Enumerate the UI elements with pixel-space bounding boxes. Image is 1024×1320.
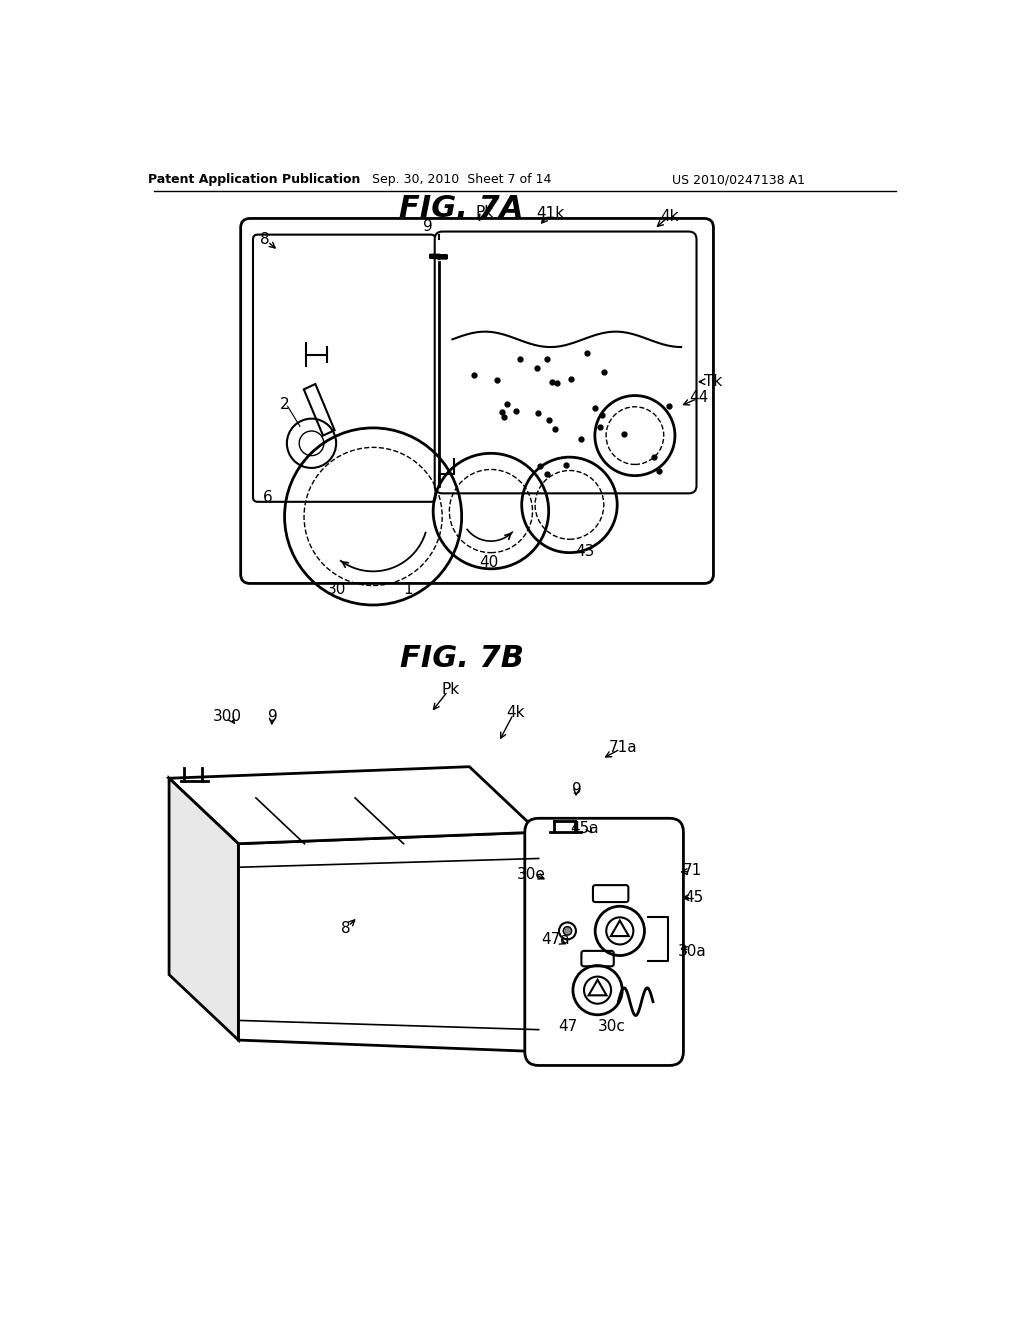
Text: 8: 8 bbox=[341, 921, 351, 936]
Circle shape bbox=[563, 927, 571, 935]
Text: 30e: 30e bbox=[516, 867, 546, 882]
Text: 44: 44 bbox=[689, 389, 709, 405]
FancyBboxPatch shape bbox=[253, 235, 435, 502]
Text: 8: 8 bbox=[260, 232, 270, 247]
Text: 71a: 71a bbox=[609, 741, 638, 755]
Text: Sep. 30, 2010  Sheet 7 of 14: Sep. 30, 2010 Sheet 7 of 14 bbox=[372, 173, 551, 186]
Text: 47a: 47a bbox=[542, 932, 570, 948]
Text: 6: 6 bbox=[263, 490, 272, 504]
Text: 47: 47 bbox=[558, 1019, 578, 1035]
Text: 4k: 4k bbox=[506, 705, 525, 721]
FancyBboxPatch shape bbox=[435, 231, 696, 494]
Text: 40: 40 bbox=[479, 556, 499, 570]
Text: 45: 45 bbox=[685, 890, 703, 906]
Polygon shape bbox=[169, 767, 539, 843]
Text: 2: 2 bbox=[280, 397, 290, 412]
Text: Patent Application Publication: Patent Application Publication bbox=[147, 173, 360, 186]
FancyBboxPatch shape bbox=[582, 950, 613, 966]
FancyBboxPatch shape bbox=[241, 218, 714, 583]
Text: FIG. 7B: FIG. 7B bbox=[399, 644, 523, 673]
Polygon shape bbox=[169, 779, 239, 1040]
Text: 30c: 30c bbox=[598, 1019, 626, 1035]
Polygon shape bbox=[239, 832, 539, 1052]
FancyBboxPatch shape bbox=[593, 886, 629, 902]
Text: 43: 43 bbox=[575, 544, 595, 558]
Text: 4k: 4k bbox=[660, 209, 679, 223]
Text: US 2010/0247138 A1: US 2010/0247138 A1 bbox=[673, 173, 805, 186]
Text: Tk: Tk bbox=[705, 374, 723, 389]
Text: 41k: 41k bbox=[537, 206, 564, 222]
Text: 71: 71 bbox=[683, 863, 702, 878]
Text: 1: 1 bbox=[403, 582, 413, 597]
Text: 9: 9 bbox=[423, 219, 433, 234]
Text: Pk: Pk bbox=[476, 205, 494, 220]
Polygon shape bbox=[539, 832, 670, 1052]
FancyBboxPatch shape bbox=[524, 818, 683, 1065]
Text: Pk: Pk bbox=[441, 682, 459, 697]
Text: 300: 300 bbox=[213, 709, 242, 725]
Text: 30a: 30a bbox=[678, 944, 707, 960]
Text: FIG. 7A: FIG. 7A bbox=[399, 194, 524, 223]
Text: 9: 9 bbox=[268, 709, 278, 725]
Text: 30: 30 bbox=[328, 582, 346, 597]
Text: 9: 9 bbox=[572, 783, 582, 797]
Text: 45a: 45a bbox=[570, 821, 599, 836]
